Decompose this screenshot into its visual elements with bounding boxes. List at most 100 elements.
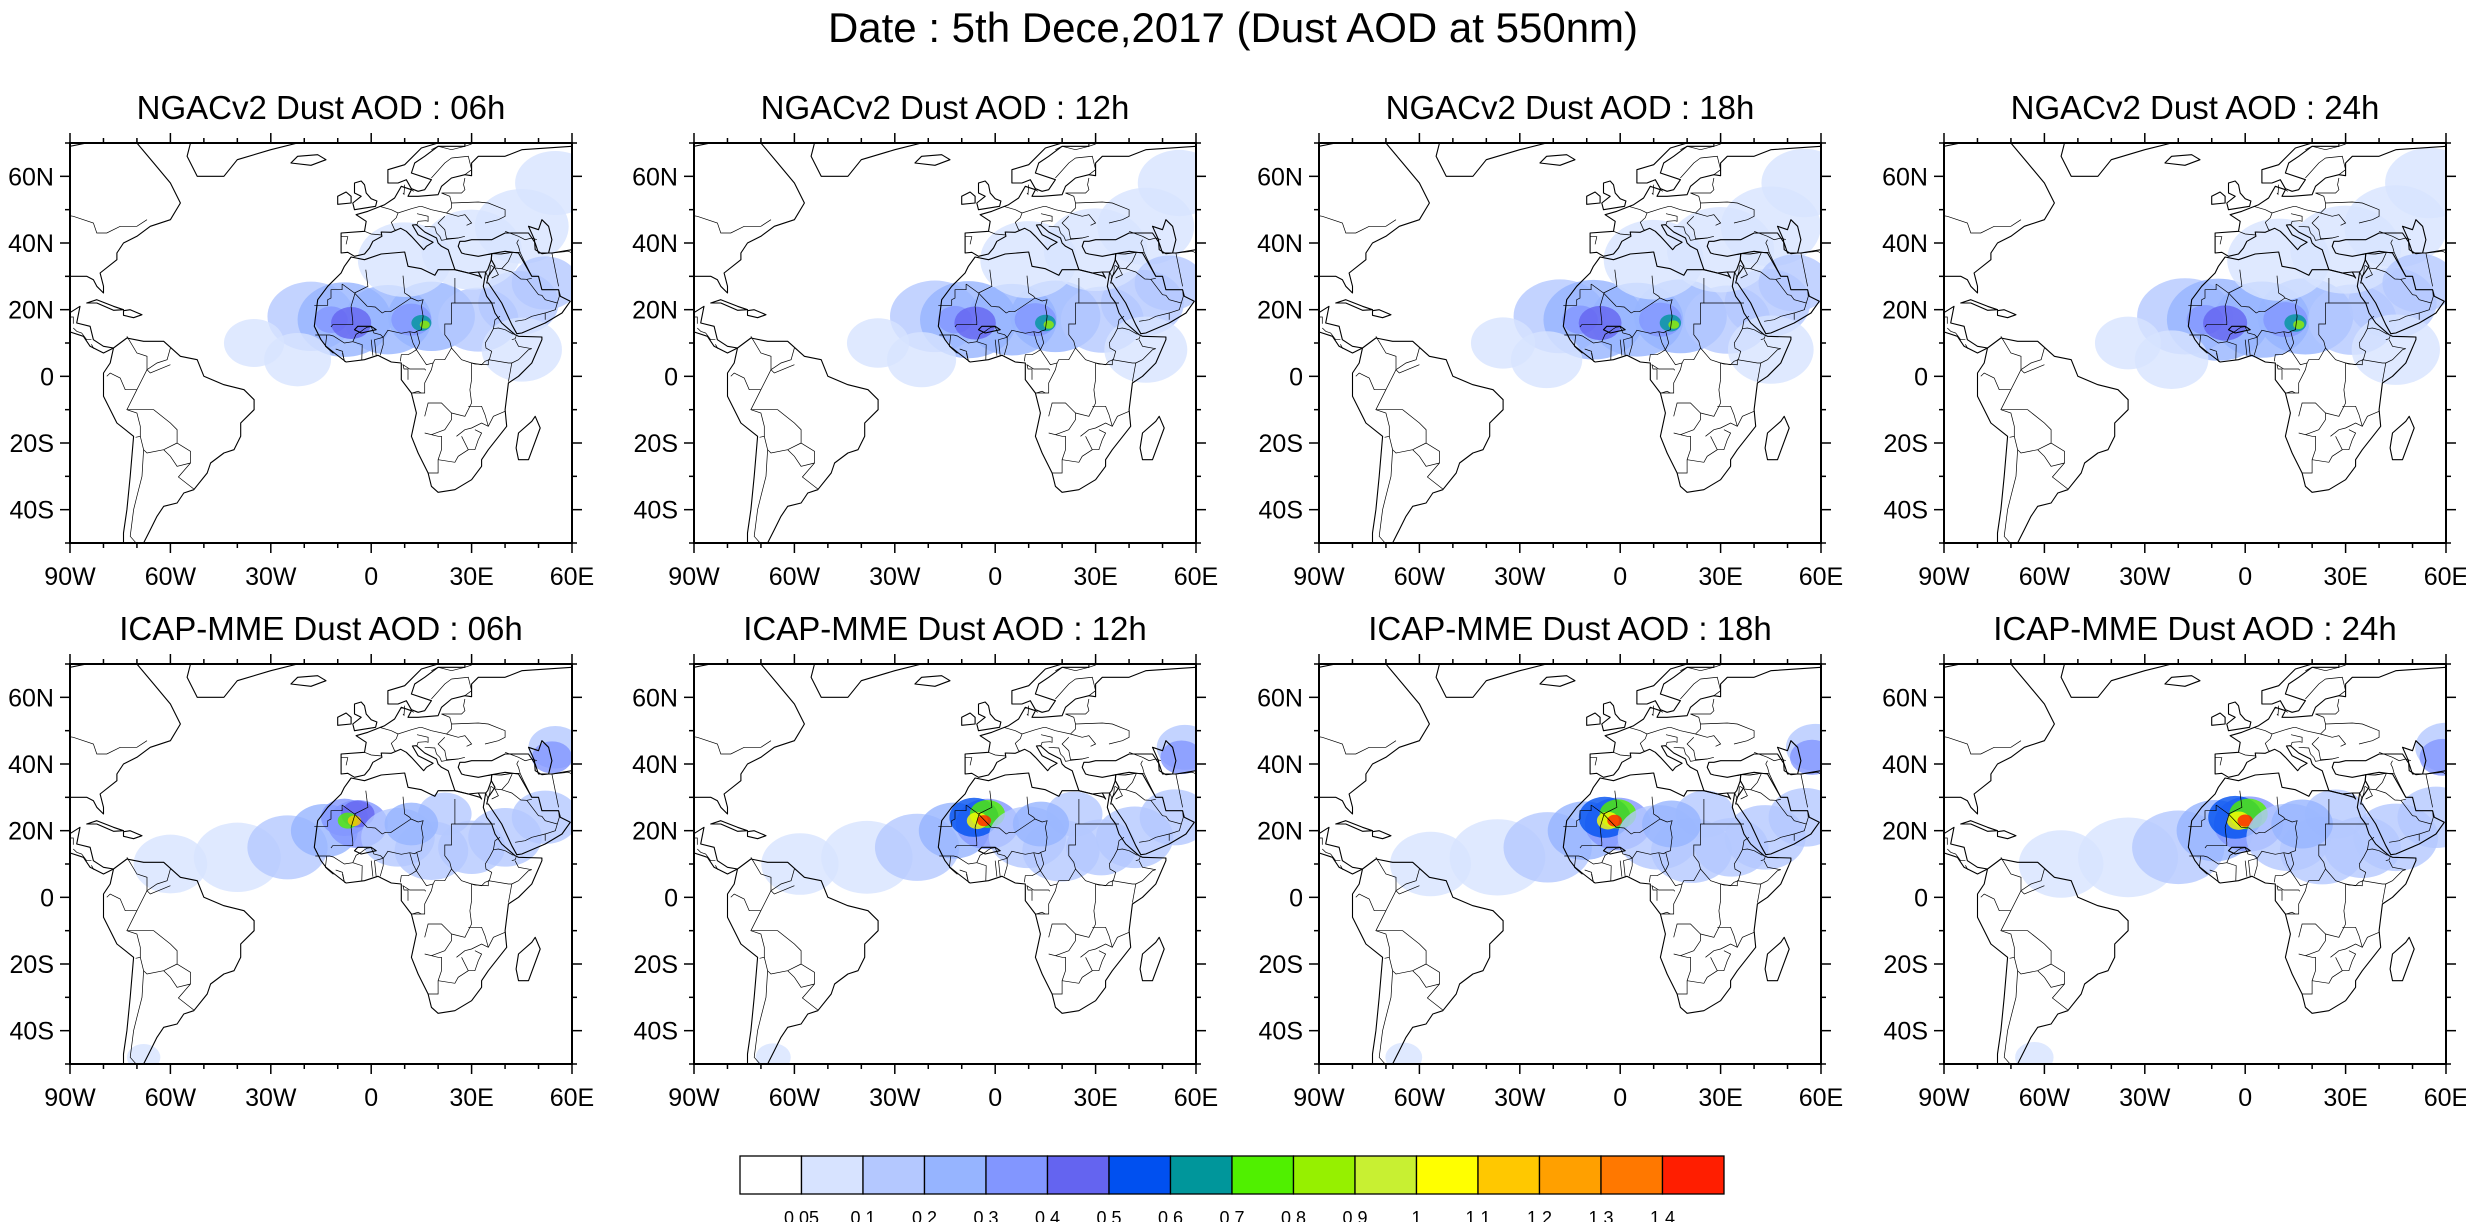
country-border [409,799,456,887]
country-border [2248,857,2258,877]
country-border [1628,177,1715,214]
country-border [402,884,427,901]
country-border [146,868,171,895]
country-border [2209,348,2219,362]
dust-aod-area [1761,148,1821,218]
country-border [146,347,171,374]
dust-aod-area [1160,740,1196,775]
longitude-label: 30E [1073,563,1117,591]
country-border [1590,756,1598,766]
coastline [1139,936,1165,982]
country-border [0,789,45,811]
country-border [1375,389,1390,438]
country-border [1673,923,1701,957]
country-border [2215,283,2286,314]
coastline [2360,250,2445,335]
longitude-label: 0 [1613,563,1627,591]
coastline [810,143,923,177]
country-border [1658,278,1705,366]
country-border [938,805,967,827]
country-border [2253,698,2340,735]
country-border [2298,923,2326,957]
country-border [1412,449,1440,467]
longitude-label: 60W [769,1084,821,1112]
country-border [1686,737,1714,761]
coastline [2389,415,2415,461]
country-border [1700,676,1721,696]
coastline [810,664,923,698]
country-border [2325,900,2346,938]
country-border [1639,212,1648,231]
country-border [1150,279,1182,320]
country-border [965,235,973,245]
latitude-label: 20N [1882,818,1928,846]
country-border [1717,950,1732,972]
country-border [998,857,1008,877]
dust-aod-area [1789,739,1821,775]
country-border [315,297,424,344]
coastline [1636,143,1715,192]
country-border [491,788,499,800]
dust-aod-area [1134,255,1196,311]
latitude-label: 40N [1882,230,1928,258]
coastline [977,846,1001,855]
country-border [1563,805,1592,827]
dust-aod-area [846,318,910,368]
country-border [2209,869,2219,883]
country-border [493,327,514,335]
dust-aod-area [1012,801,1070,847]
country-border [1661,390,1671,394]
country-border [1563,284,1592,306]
country-border [2312,436,2343,463]
country-border [504,230,538,241]
country-border [456,931,506,958]
country-border [1579,292,1605,328]
country-border [424,432,442,474]
country-border [2264,733,2273,752]
dust-aod-area [2293,320,2305,330]
country-border [1717,926,1738,948]
country-border [1944,736,2022,755]
country-border [2385,860,2406,885]
country-border [446,212,473,226]
country-border [1395,347,1420,374]
dust-aod-area [761,833,839,895]
coastline [2214,666,2446,800]
map-panel: 60N 40N 20N 0 20S 40S 90W 60W 30W 0 30E 60E NGACv2 D… [632,89,1218,591]
latitude-label: 0 [1914,884,1928,912]
country-border [70,736,148,755]
country-border [1660,362,1683,394]
country-border [1092,405,1113,427]
country-border [697,327,716,341]
longitude-label: 30W [2119,563,2171,591]
country-border [2400,800,2432,841]
country-border [1229,268,1294,290]
coastline [186,143,299,177]
coastline [694,664,805,875]
coastline [1589,666,1821,800]
panel-title: ICAP-MME Dust AOD : 24h [1993,610,2396,647]
coastline [1371,309,1392,319]
latitude-label: 40S [1884,1018,1928,1046]
coastline [1539,154,1576,166]
country-border [330,813,356,849]
country-border [2298,953,2316,995]
country-border [1092,429,1107,451]
country-border [2283,799,2330,887]
country-border [1319,736,1397,755]
country-border [402,796,412,820]
country-border [2342,429,2357,451]
latitude-label: 20S [1259,430,1303,458]
country-border [1750,268,1781,280]
country-border [364,751,382,757]
country-border [1651,275,1661,299]
colorbar-label: 1.2 [1527,1208,1552,1222]
country-border [314,805,343,827]
longitude-label: 30E [449,1084,493,1112]
country-border [1055,143,1096,151]
country-border [2000,910,2015,959]
country-border [1340,865,1344,870]
colorbar-label: 1.1 [1465,1208,1490,1222]
country-border [1125,268,1156,280]
coastline [1110,250,1195,335]
